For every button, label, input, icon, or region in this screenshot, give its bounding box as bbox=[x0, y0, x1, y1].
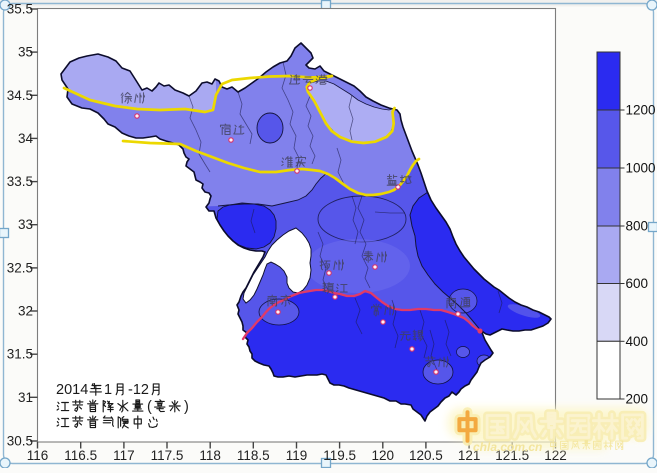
svg-text:120.5: 120.5 bbox=[409, 448, 443, 463]
svg-text:119: 119 bbox=[286, 448, 308, 463]
svg-text:32: 32 bbox=[18, 304, 33, 319]
svg-text:1000: 1000 bbox=[626, 161, 656, 176]
svg-text:400: 400 bbox=[626, 334, 649, 349]
svg-text:34: 34 bbox=[18, 131, 34, 146]
svg-text:-12: -12 bbox=[128, 382, 149, 398]
svg-text:34.5: 34.5 bbox=[7, 88, 33, 103]
svg-text:35: 35 bbox=[18, 45, 33, 60]
svg-text:2014: 2014 bbox=[56, 382, 88, 398]
svg-text:600: 600 bbox=[626, 276, 649, 291]
svg-text:31.5: 31.5 bbox=[7, 347, 33, 362]
svg-text:1: 1 bbox=[104, 382, 112, 398]
svg-text:31: 31 bbox=[18, 390, 33, 405]
svg-text:30.5: 30.5 bbox=[7, 434, 33, 449]
svg-text:chla.com.cn: chla.com.cn bbox=[473, 440, 542, 454]
svg-text:119.5: 119.5 bbox=[323, 448, 356, 463]
svg-text:118.5: 118.5 bbox=[237, 448, 270, 463]
svg-text:(: ( bbox=[147, 399, 152, 415]
svg-text:122: 122 bbox=[544, 448, 567, 463]
svg-text:116.5: 116.5 bbox=[64, 448, 97, 463]
svg-text:117: 117 bbox=[113, 448, 135, 463]
svg-text:117.5: 117.5 bbox=[151, 448, 184, 463]
svg-text:1200: 1200 bbox=[626, 103, 656, 118]
svg-text:118: 118 bbox=[199, 448, 221, 463]
svg-text:33.5: 33.5 bbox=[7, 174, 33, 189]
svg-text:116: 116 bbox=[27, 448, 49, 463]
svg-text:200: 200 bbox=[626, 392, 649, 407]
svg-text:35.5: 35.5 bbox=[7, 2, 33, 17]
svg-text:): ) bbox=[184, 399, 189, 415]
svg-text:33: 33 bbox=[18, 217, 33, 232]
svg-text:800: 800 bbox=[626, 219, 649, 234]
svg-text:32.5: 32.5 bbox=[7, 260, 33, 275]
svg-text:120: 120 bbox=[372, 448, 395, 463]
